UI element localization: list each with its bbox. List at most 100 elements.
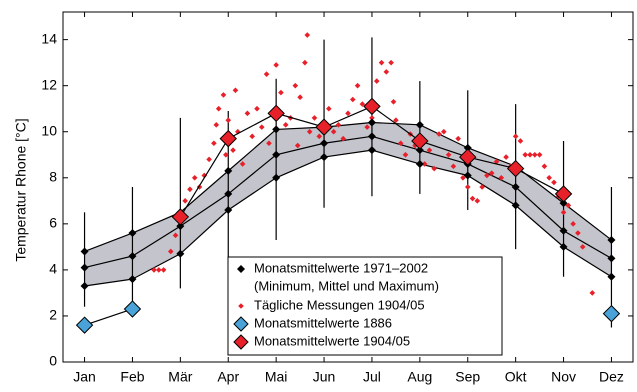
line-mean	[84, 135, 612, 269]
daily-point	[316, 133, 323, 140]
big-marker	[506, 159, 525, 178]
daily-point	[326, 105, 332, 112]
daily-point	[484, 172, 490, 179]
daily-point	[330, 128, 337, 135]
legend-marker	[237, 265, 245, 273]
marker-max	[128, 229, 137, 238]
range-band	[84, 122, 612, 287]
legend-label: Monatsmittelwerte 1971–2002	[254, 260, 428, 275]
x-tick-label: Mai	[265, 369, 288, 385]
daily-point	[412, 142, 418, 149]
daily-point	[589, 290, 596, 296]
daily-point	[402, 151, 409, 158]
y-tick-label: 12	[41, 76, 57, 92]
big-marker	[171, 208, 190, 226]
daily-point	[440, 128, 447, 135]
daily-point	[527, 151, 533, 158]
legend-marker	[238, 303, 244, 309]
big-marker	[411, 132, 429, 150]
line-min	[84, 149, 612, 287]
legend-marker	[233, 334, 249, 350]
daily-point	[206, 156, 212, 163]
daily-point	[345, 110, 351, 117]
daily-point	[503, 154, 509, 160]
marker-max	[463, 143, 472, 152]
y-tick-label: 2	[49, 307, 57, 323]
daily-point	[160, 267, 167, 273]
daily-point	[373, 78, 380, 84]
y-tick-label: 6	[49, 215, 57, 231]
daily-point	[225, 117, 232, 124]
daily-point	[426, 147, 433, 153]
daily-point	[304, 32, 311, 38]
daily-point	[522, 151, 529, 158]
marker-min	[559, 242, 568, 251]
daily-point	[191, 174, 198, 181]
legend-box	[227, 256, 503, 356]
daily-point	[292, 82, 299, 89]
daily-point	[390, 99, 397, 105]
marker-max	[559, 199, 568, 208]
daily-point	[517, 138, 524, 144]
daily-point	[340, 135, 347, 142]
daily-point	[575, 230, 581, 236]
daily-point	[378, 59, 385, 66]
daily-point	[479, 184, 485, 190]
daily-point	[244, 110, 251, 117]
marker-min	[128, 275, 137, 284]
x-tick-label: Apr	[217, 369, 239, 385]
marker-mean	[80, 263, 89, 272]
daily-point	[579, 244, 586, 250]
daily-point	[278, 89, 284, 96]
marker-min	[176, 249, 185, 258]
marker-min	[224, 206, 233, 215]
marker-mean	[128, 252, 137, 261]
marker-max	[272, 125, 281, 134]
y-tick-label: 8	[49, 168, 57, 184]
marker-mean	[415, 146, 424, 155]
daily-point	[254, 105, 260, 112]
daily-point	[182, 198, 188, 204]
big-marker	[219, 129, 237, 148]
daily-point	[155, 267, 162, 273]
daily-point	[431, 165, 438, 172]
big-marker	[267, 104, 285, 123]
daily-point	[364, 124, 370, 130]
daily-point	[151, 267, 157, 273]
daily-point	[211, 140, 217, 147]
daily-point	[223, 151, 229, 158]
daily-point	[306, 128, 313, 135]
marker-max	[224, 166, 233, 175]
daily-point	[369, 115, 375, 121]
y-axis-label: Temperatur Rhone [°C]	[13, 118, 29, 261]
daily-point	[445, 151, 452, 158]
daily-point	[239, 161, 246, 167]
daily-point	[230, 147, 236, 153]
daily-point	[536, 151, 543, 158]
marker-mean	[559, 226, 568, 235]
daily-point	[263, 71, 270, 77]
x-tick-label: Feb	[120, 369, 144, 385]
x-tick-label: Aug	[407, 369, 432, 385]
marker-mean	[367, 132, 376, 141]
legend-label: Monatsmittelwerte 1904/05	[254, 333, 410, 348]
daily-point	[354, 82, 361, 89]
daily-point	[282, 122, 289, 128]
daily-point	[232, 87, 239, 94]
marker-max	[607, 235, 616, 244]
daily-point	[249, 133, 256, 140]
daily-point	[220, 92, 227, 98]
series-line	[84, 308, 133, 326]
daily-point	[488, 170, 495, 176]
daily-point	[302, 59, 308, 66]
daily-point	[172, 232, 179, 239]
daily-point	[421, 161, 428, 167]
marker-mean	[176, 222, 185, 231]
daily-point	[266, 140, 272, 147]
daily-point	[460, 174, 466, 181]
daily-point	[450, 163, 457, 170]
daily-point	[512, 133, 519, 140]
big-marker	[554, 185, 573, 203]
daily-point	[167, 248, 174, 255]
